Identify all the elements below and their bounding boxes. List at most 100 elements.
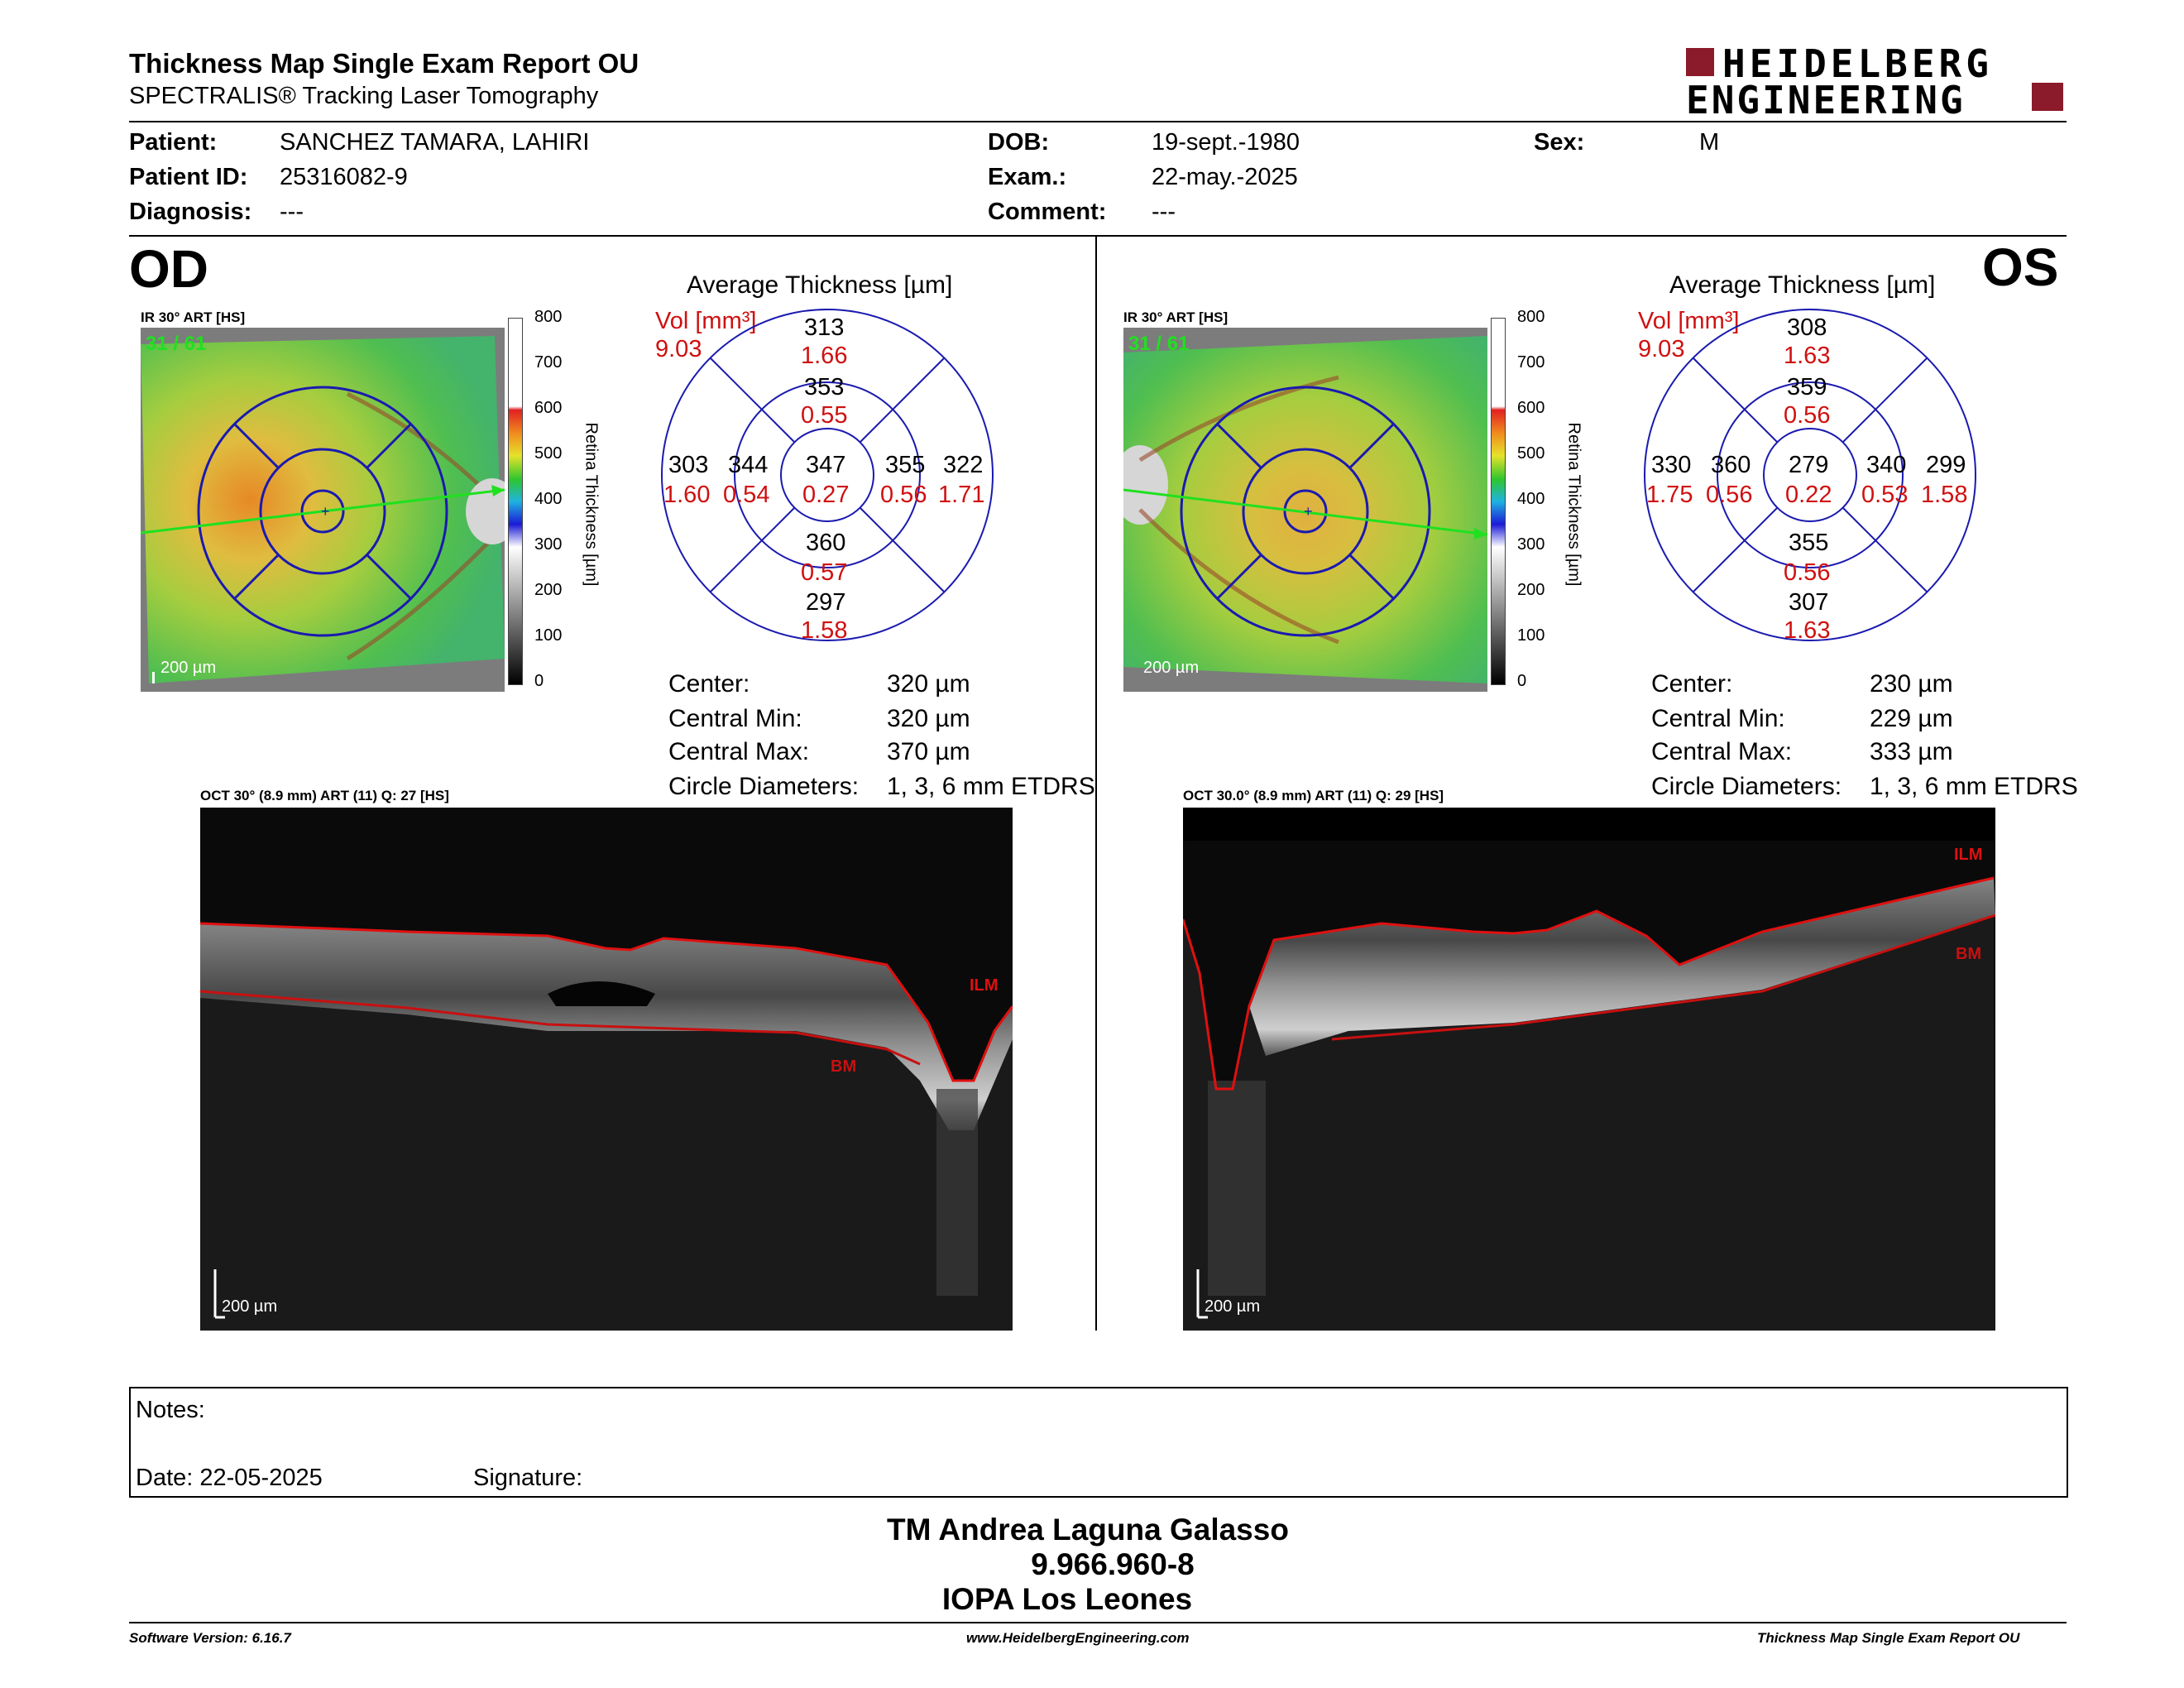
os-bm-line <box>1331 914 1995 1041</box>
os-vol-label: Vol [mm³] <box>1638 308 1740 334</box>
od-avg-title: Average Thickness [µm] <box>687 271 953 299</box>
notes-box[interactable]: Notes: Date: 22-05-2025 Signature: <box>129 1387 2068 1498</box>
os-scan-arrow-icon <box>1474 528 1487 539</box>
od-sector-lines <box>232 422 413 601</box>
os-center-value: 230 µm <box>1870 670 1953 698</box>
os-etdrs-chart <box>1644 309 1976 641</box>
od-inner-right-thickness: 355 <box>885 452 926 478</box>
logo-red-block-bottom <box>2032 83 2063 111</box>
od-colorbar-tick: 800 <box>534 308 563 326</box>
od-inner-sup-volume: 0.55 <box>801 402 848 429</box>
od-outer-sup-volume: 1.66 <box>801 343 848 369</box>
os-colorbar-ticks: 800 700 600 500 400 300 200 100 0 <box>1517 308 1550 697</box>
patient-value: SANCHEZ TAMARA, LAHIRI <box>280 129 590 156</box>
os-colorbar-title: Retina Thickness [µm] <box>1564 422 1583 587</box>
od-ilm-label: ILM <box>970 976 999 995</box>
comment-value: --- <box>1152 199 1176 225</box>
od-colorbar-tick: 600 <box>534 399 563 417</box>
os-avg-title: Average Thickness [µm] <box>1669 271 1936 299</box>
od-center-value: 320 µm <box>887 670 970 698</box>
report-subtitle: SPECTRALIS® Tracking Laser Tomography <box>129 83 599 109</box>
od-etdrs-overlay: + <box>141 386 505 637</box>
signoff-id: 9.966.960-8 <box>1031 1547 1195 1581</box>
footer-website-link[interactable]: www.HeidelbergEngineering.com <box>966 1630 1190 1646</box>
patient-id-label: Patient ID: <box>129 164 248 190</box>
eye-label-os: OS <box>1982 237 2059 297</box>
od-colorbar <box>508 318 523 685</box>
od-inner-ring <box>259 448 386 575</box>
footer-software-version: Software Version: 6.16.7 <box>129 1630 291 1646</box>
os-ilm-line <box>1183 876 1995 1091</box>
os-ilm-label: ILM <box>1954 846 1983 864</box>
os-colorbar-tick: 300 <box>1517 535 1545 554</box>
logo-red-block-top <box>1686 48 1714 76</box>
dob-value: 19-sept.-1980 <box>1152 129 1300 156</box>
divider-patient <box>129 235 2067 237</box>
logo-line1: HEIDELBERG <box>1722 41 1993 86</box>
os-center-thickness: 279 <box>1789 452 1829 478</box>
od-oct-bscan <box>200 808 1013 1331</box>
od-oct-scale: 200 µm <box>222 1297 278 1316</box>
notes-date: Date: 22-05-2025 <box>136 1465 323 1491</box>
os-outer-right-volume: 1.58 <box>1921 482 1968 508</box>
os-inner-left-volume: 0.56 <box>1706 482 1753 508</box>
os-vol-total: 9.03 <box>1638 336 1685 362</box>
os-outer-right-thickness: 299 <box>1926 452 1966 478</box>
os-inner-sup-thickness: 359 <box>1787 374 1827 400</box>
os-max-label: Central Max: <box>1651 738 1793 765</box>
os-fundus-scale: 200 µm <box>1143 659 1200 677</box>
notes-label: Notes: <box>136 1397 205 1423</box>
od-center-ring <box>300 489 345 534</box>
od-max-value: 370 µm <box>887 738 970 765</box>
od-colorbar-ticks: 800 700 600 500 400 300 200 100 0 <box>534 308 568 697</box>
od-center-volume: 0.27 <box>802 482 850 508</box>
os-oct-scale: 200 µm <box>1205 1297 1261 1316</box>
od-colorbar-title: Retina Thickness [µm] <box>582 422 601 587</box>
diagnosis-value: --- <box>280 199 304 225</box>
os-inner-inf-thickness: 355 <box>1789 530 1829 556</box>
os-inner-sup-volume: 0.56 <box>1784 402 1831 429</box>
od-outer-left-volume: 1.60 <box>663 482 711 508</box>
od-bm-label: BM <box>831 1057 857 1076</box>
os-inner-right-volume: 0.53 <box>1861 482 1909 508</box>
od-colorbar-tick: 200 <box>534 581 563 599</box>
od-bm-line <box>200 990 921 1066</box>
patient-id-value: 25316082-9 <box>280 164 408 190</box>
os-max-value: 333 µm <box>1870 738 1953 765</box>
os-scan-line <box>1123 488 1487 536</box>
od-outer-sup-thickness: 313 <box>804 314 845 341</box>
os-outer-left-thickness: 330 <box>1651 452 1692 478</box>
od-scan-arrow-icon <box>491 485 505 496</box>
od-circ-value: 1, 3, 6 mm ETDRS <box>887 773 1095 800</box>
od-colorbar-tick: 400 <box>534 490 563 508</box>
os-oct-bscan <box>1183 808 1995 1331</box>
eye-divider <box>1095 237 1097 1331</box>
os-colorbar-tick: 200 <box>1517 581 1545 599</box>
os-center-marker-icon: + <box>1304 503 1313 520</box>
od-outer-right-thickness: 322 <box>943 452 984 478</box>
notes-signature-label: Signature: <box>473 1465 583 1491</box>
od-inner-left-thickness: 344 <box>728 452 769 478</box>
divider-footer <box>129 1622 2067 1623</box>
od-inner-sup-thickness: 353 <box>804 374 845 400</box>
os-etdrs-overlay: + <box>1123 386 1487 637</box>
od-outer-left-thickness: 303 <box>668 452 709 478</box>
os-inner-inf-volume: 0.56 <box>1784 559 1831 586</box>
os-colorbar-tick: 100 <box>1517 626 1545 645</box>
os-inner-left-thickness: 360 <box>1711 452 1751 478</box>
comment-label: Comment: <box>988 199 1107 225</box>
heidelberg-logo: HEIDELBERG ENGINEERING <box>1686 41 2067 122</box>
od-outer-right-volume: 1.71 <box>938 482 985 508</box>
logo-line2: ENGINEERING <box>1686 78 1966 122</box>
od-vol-total: 9.03 <box>655 336 702 362</box>
od-max-label: Central Max: <box>668 738 810 765</box>
report-title: Thickness Map Single Exam Report OU <box>129 48 639 79</box>
os-outer-left-volume: 1.75 <box>1646 482 1693 508</box>
os-colorbar <box>1491 318 1506 685</box>
od-colorbar-tick: 300 <box>534 535 563 554</box>
od-center-label: Center: <box>668 670 750 698</box>
od-min-label: Central Min: <box>668 705 802 732</box>
os-oct-svg <box>1183 808 1995 1331</box>
od-fundus-scale: 200 µm <box>160 659 217 677</box>
od-ilm-line <box>200 922 1013 1082</box>
